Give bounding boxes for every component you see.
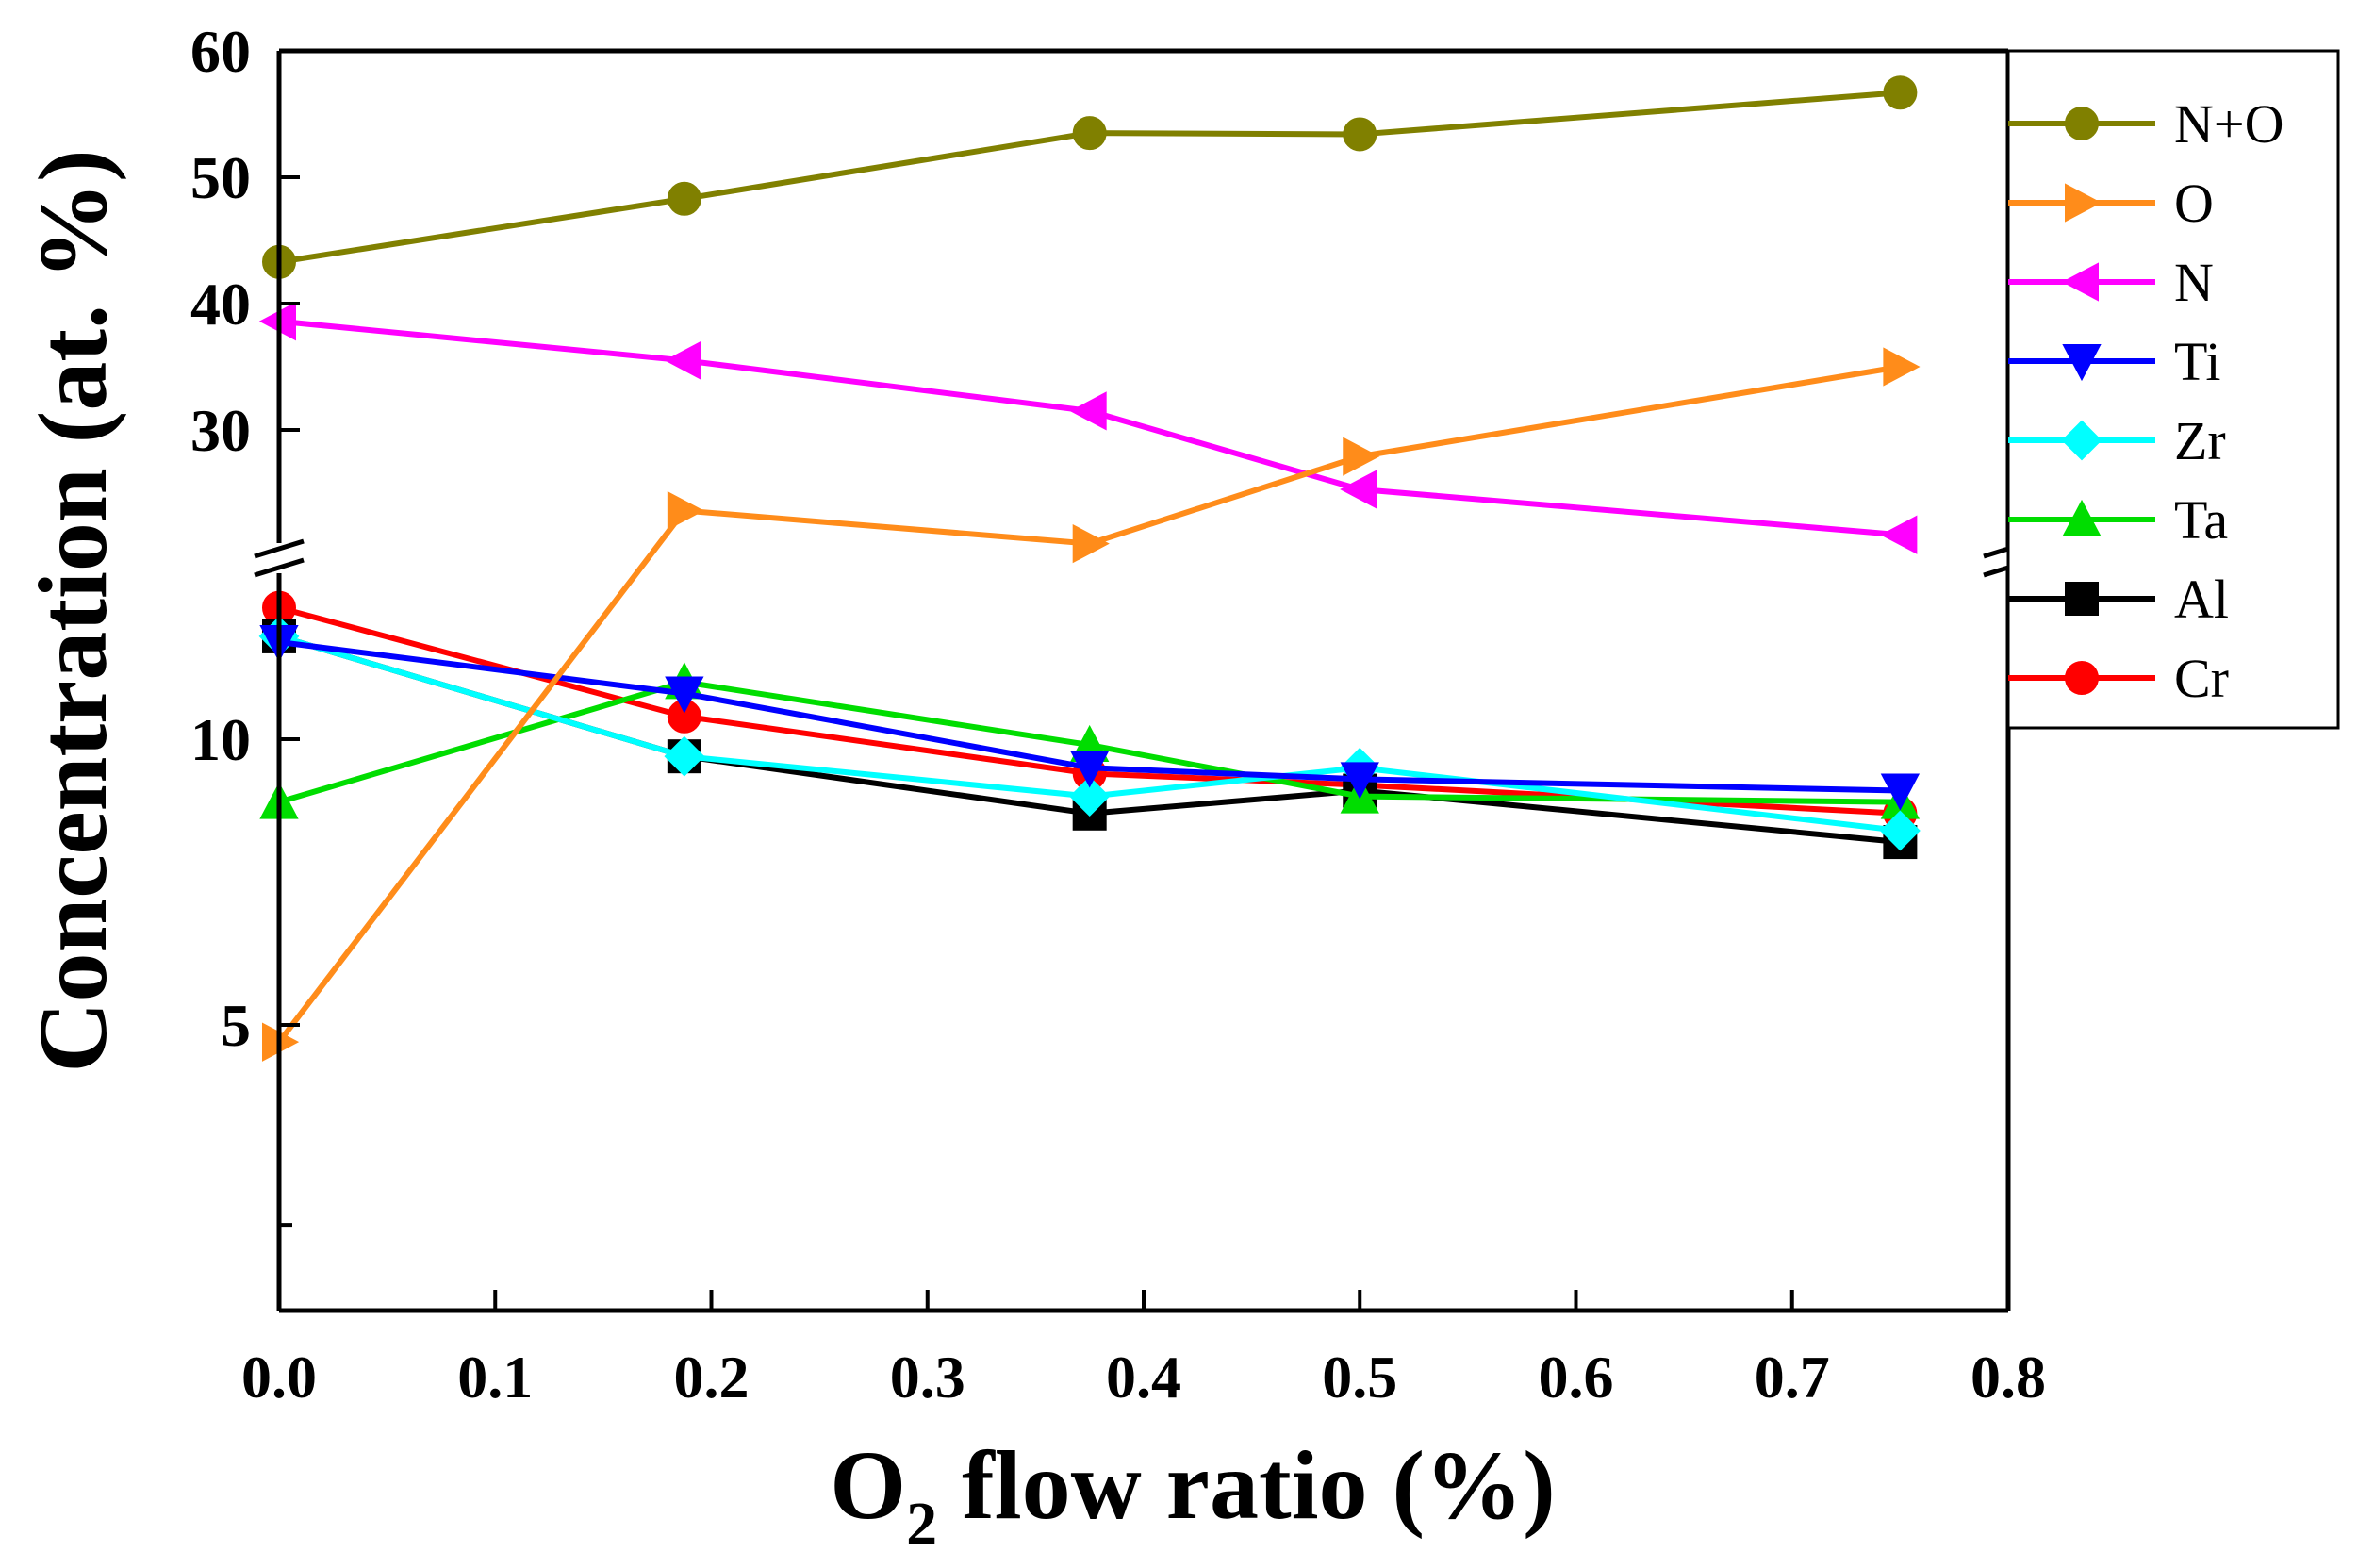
series-n (258, 302, 1918, 554)
legend-label: N (2174, 252, 2214, 313)
axes: 0.0 0.1 0.2 0.3 0.4 0.5 0.6 0.7 0.8 5 10 30 40 50 60 (190, 18, 2046, 1411)
series-ti (259, 624, 1921, 811)
x-tick-label: 0.3 (890, 1344, 965, 1411)
x-axis-title-subscript: 2 (906, 1490, 937, 1559)
x-tick-label: 0.8 (1970, 1344, 2046, 1411)
legend-label: Ta (2174, 489, 2228, 551)
legend-item-n: N (2008, 252, 2214, 313)
legend-label: N+O (2174, 93, 2284, 155)
data-point-n-o (1343, 117, 1377, 152)
legend-item-o: O (2008, 173, 2214, 234)
data-point-n-o (1072, 116, 1107, 151)
data-point-o (667, 490, 704, 531)
data-point-zr (1069, 776, 1111, 817)
series-n-o (262, 75, 1918, 279)
legend: N+O ON Ti Zr Ta Al Cr (2006, 49, 2340, 730)
legend-marker-ti (2062, 344, 2102, 382)
data-point-n (1069, 391, 1107, 431)
legend-label: Ti (2174, 331, 2221, 392)
legend-item-n-o: N+O (2008, 93, 2284, 155)
x-tick-label: 0.4 (1106, 1344, 1181, 1411)
legend-item-ti: Ti (2008, 331, 2221, 392)
data-point-ti (1880, 773, 1921, 811)
x-tick-label: 0.1 (457, 1344, 533, 1411)
legend-marker-al (2065, 582, 2099, 616)
data-point-ti (665, 676, 704, 714)
data-point-n (664, 340, 701, 380)
data-point-zr (1879, 810, 1921, 851)
data-point-o (1883, 347, 1921, 387)
legend-item-cr: Cr (2008, 648, 2229, 709)
legend-marker-cr (2065, 661, 2099, 695)
series-layer (258, 75, 1921, 1062)
x-axis-title-suffix: flow ratio (%) (937, 1431, 1556, 1540)
legend-label: Zr (2174, 410, 2226, 471)
y-tick-label: 50 (190, 144, 251, 211)
legend-marker-zr (2061, 420, 2102, 461)
legend-label: Cr (2174, 648, 2229, 709)
x-tick-label: 0.2 (674, 1344, 750, 1411)
series-line-n (278, 318, 1901, 538)
legend-marker-n (2061, 262, 2099, 302)
data-point-n-o (667, 181, 701, 216)
x-tick-label: 0.6 (1539, 1344, 1614, 1411)
x-axis-title-prefix: O (830, 1431, 906, 1540)
legend-item-zr: Zr (2008, 410, 2226, 471)
legend-item-ta: Ta (2008, 489, 2228, 551)
legend-label: O (2174, 173, 2214, 234)
data-point-o (1072, 523, 1110, 564)
data-point-n (1340, 470, 1377, 509)
series-line-o (276, 364, 1901, 1044)
legend-box (2006, 49, 2340, 730)
y-tick-label: 40 (190, 271, 251, 338)
data-point-zr (664, 735, 705, 777)
x-tick-label: 0.5 (1322, 1344, 1397, 1411)
y-axis-break-left (254, 538, 305, 578)
y-tick-label: 5 (221, 992, 251, 1059)
y-tick-label: 30 (190, 397, 251, 464)
data-point-ti (1340, 762, 1379, 800)
legend-label: Al (2174, 569, 2229, 630)
legend-marker-ta (2062, 499, 2102, 536)
data-point-ti (1070, 751, 1110, 788)
y-tick-label: 10 (190, 706, 251, 773)
x-tick-label: 0.7 (1755, 1344, 1830, 1411)
data-point-n (1880, 515, 1918, 554)
data-point-n-o (1883, 75, 1918, 110)
data-point-o (1343, 437, 1380, 476)
x-tick-label: 0.0 (241, 1344, 317, 1411)
legend-marker-o (2065, 183, 2102, 223)
y-axis-title: Concentration (at. %) (19, 149, 127, 1072)
x-axis-title: O2 flow ratio (%) (830, 1431, 1556, 1559)
y-tick-label: 60 (190, 18, 251, 85)
legend-item-al: Al (2008, 569, 2229, 630)
legend-marker-n-o (2065, 107, 2099, 140)
